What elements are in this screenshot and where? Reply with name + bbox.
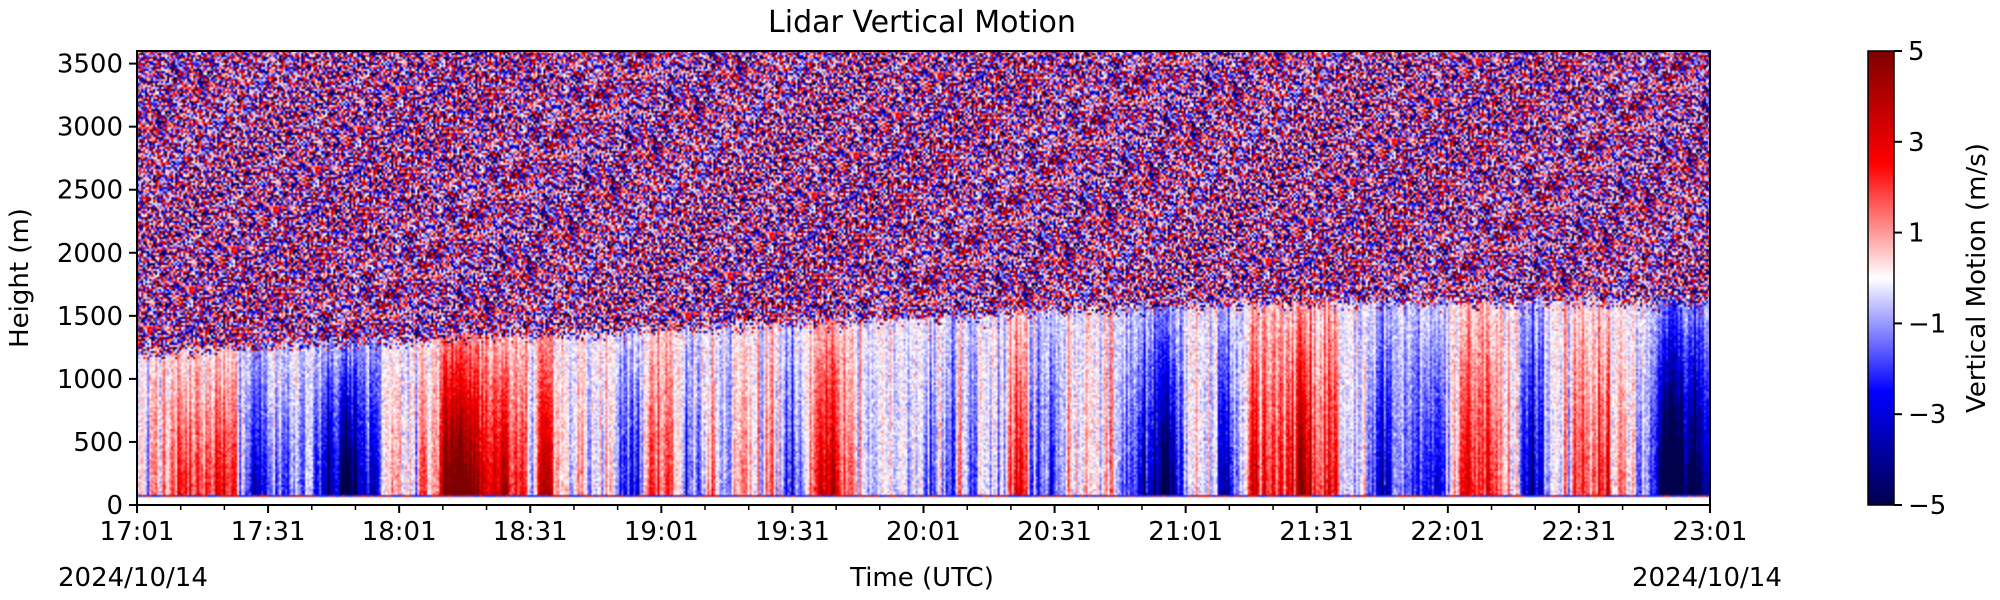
y-tick-label: 1500 (57, 302, 123, 332)
colorbar-tick-label: 1 (1908, 219, 1925, 249)
colorbar-gradient (1867, 50, 1895, 506)
y-tick-label: 0 (106, 491, 123, 521)
x-axis-date-right: 2024/10/14 (1632, 563, 1782, 593)
y-tick-label: 2000 (57, 239, 123, 269)
chart-title: Lidar Vertical Motion (768, 5, 1076, 40)
colorbar-label: Vertical Motion (m/s) (1962, 143, 1992, 413)
y-tick-label: 2500 (57, 176, 123, 206)
x-tick-label: 17:31 (231, 517, 306, 547)
x-tick-label: 19:01 (624, 517, 699, 547)
x-tick-label: 22:31 (1541, 517, 1616, 547)
y-axis: 0 500 1000 1500 2000 2500 3000 3500 (57, 50, 137, 521)
x-axis: 17:01 17:31 18:01 18:31 19:01 19:31 20:01 20:31… (100, 505, 1748, 547)
x-axis-date-left: 2024/10/14 (58, 563, 208, 593)
colorbar-tick-label: −1 (1908, 309, 1946, 339)
x-tick-label: 18:31 (493, 517, 568, 547)
x-tick-label: 18:01 (362, 517, 437, 547)
colorbar-tick-label: 5 (1908, 37, 1925, 67)
x-tick-label: 17:01 (100, 517, 175, 547)
x-tick-label: 20:01 (886, 517, 961, 547)
x-tick-label: 22:01 (1410, 517, 1485, 547)
plot-area (136, 50, 1711, 506)
colorbar-tick-label: 3 (1908, 128, 1925, 158)
colorbar-tick-label: −5 (1908, 491, 1946, 521)
y-tick-label: 500 (73, 428, 123, 458)
x-tick-label: 20:31 (1017, 517, 1092, 547)
colorbar-tick-label: −3 (1908, 400, 1946, 430)
x-tick-label: 21:01 (1148, 517, 1223, 547)
x-tick-label: 21:31 (1279, 517, 1354, 547)
x-tick-label: 23:01 (1673, 517, 1748, 547)
colorbar-ticks: −5 −3 −1 1 3 5 (1894, 37, 1946, 521)
x-tick-label: 19:31 (755, 517, 830, 547)
x-axis-label: Time (UTC) (849, 563, 994, 593)
y-tick-label: 1000 (57, 365, 123, 395)
y-axis-label: Height (m) (5, 208, 35, 348)
y-tick-label: 3000 (57, 113, 123, 143)
heatmap-image (137, 51, 1710, 505)
colorbar: −5 −3 −1 1 3 5 Vertical Motion (m/s) (1867, 37, 1992, 521)
y-tick-label: 3500 (57, 50, 123, 80)
